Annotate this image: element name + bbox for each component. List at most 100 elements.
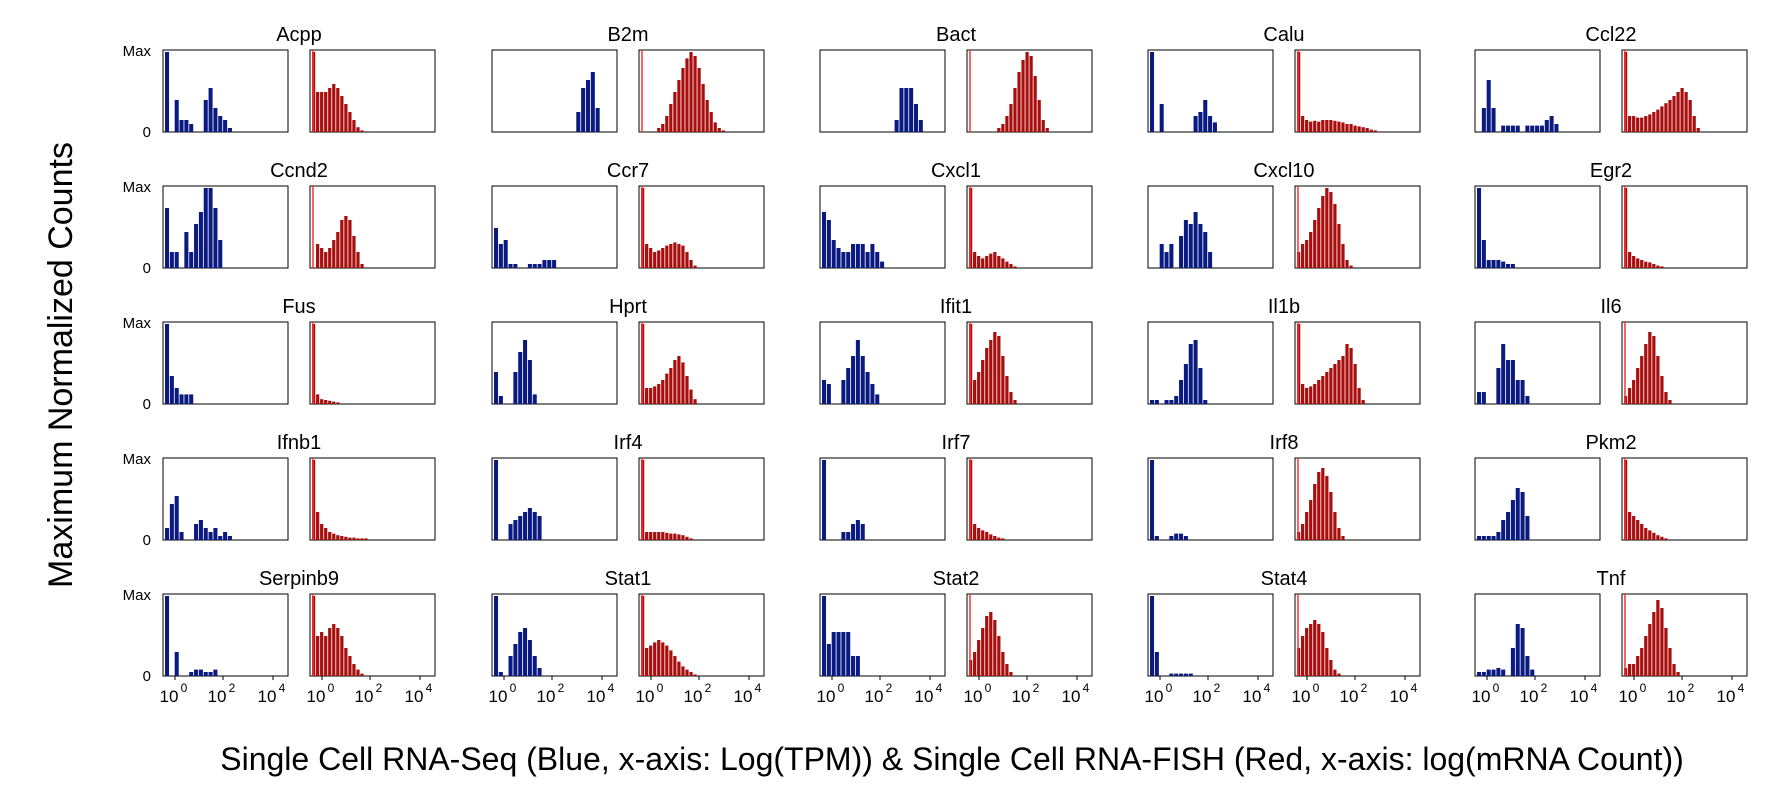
fish-hist-stat1-bar <box>665 645 669 676</box>
seq-hist-b2m-bar <box>590 72 595 132</box>
seq-hist-serpinb9-bar <box>194 669 199 676</box>
fish-hist-cxcl1-bar <box>989 253 993 268</box>
seq-hist-serpinb9-bar <box>213 669 218 676</box>
fish-hist-stat1-bar <box>693 674 697 676</box>
fish-hist-ccr7-bar <box>653 252 657 268</box>
seq-hist-calu-bar <box>1208 116 1213 132</box>
fish-hist-fus-bar <box>328 400 332 404</box>
panel-title-ccr7: Ccr7 <box>607 160 649 182</box>
seq-hist-stat4-bar <box>1183 673 1188 676</box>
seq-hist-tnf-bar <box>1481 672 1486 676</box>
seq-hist-ccnd2-bar <box>174 252 179 268</box>
x-tick-label: 10 <box>964 687 983 706</box>
fish-hist-il1b-bar <box>1301 384 1305 404</box>
fish-hist-fus-bar <box>332 401 336 404</box>
fish-hist-bact-bar <box>1001 124 1005 132</box>
x-tick-label: 10 <box>1292 687 1311 706</box>
seq-hist-b2m-bar <box>595 108 600 132</box>
x-tick-exponent: 2 <box>1688 681 1695 695</box>
x-tick-label: 10 <box>1243 687 1262 706</box>
fish-hist-calu-bar <box>1373 130 1377 132</box>
seq-hist-ifit1-bar <box>855 340 860 404</box>
fish-hist-ifnb1-bar <box>320 524 324 540</box>
fish-hist-hprt-bar <box>689 389 693 404</box>
x-tick-exponent: 4 <box>936 681 943 695</box>
seq-hist-stat4-frame <box>1147 593 1274 677</box>
fish-hist-irf8-bar <box>1313 484 1317 540</box>
seq-hist-ifit1-bar <box>826 384 831 404</box>
y-tick-max: Max <box>123 43 152 60</box>
panel-title-stat1: Stat1 <box>605 568 652 590</box>
seq-hist-stat1-bar <box>498 672 503 676</box>
seq-hist-ifit1-bar <box>865 372 870 404</box>
fish-hist-serpinb9-bar <box>324 636 328 676</box>
panel-title-serpinb9: Serpinb9 <box>259 568 339 590</box>
seq-hist-pkm2-bar <box>1506 512 1511 540</box>
seq-hist-tnf-bar <box>1501 669 1506 676</box>
fish-hist-ccnd2-bar <box>332 240 336 268</box>
fish-hist-ccr7-bar <box>665 245 669 268</box>
fish-hist-tnf-bar <box>1672 664 1676 676</box>
x-tick-exponent: 4 <box>755 681 762 695</box>
fish-hist-stat4-bar <box>1325 648 1329 676</box>
fish-hist-ccl22-bar <box>1636 117 1640 132</box>
fish-hist-acpp-bar <box>324 92 328 132</box>
fish-hist-b2m-bar <box>685 58 689 132</box>
seq-hist-calu-bar <box>1193 116 1198 132</box>
fish-hist-calu-bar <box>1357 126 1361 132</box>
fish-hist-irf4-bar <box>653 532 657 540</box>
fish-hist-ccl22-bar <box>1648 114 1652 132</box>
seq-hist-ccl22-bar <box>1539 125 1544 132</box>
fish-hist-serpinb9-bar <box>336 628 340 676</box>
seq-hist-ccr7-bar <box>537 264 542 268</box>
seq-hist-ifit1-bar <box>841 380 846 404</box>
y-tick-zero: 0 <box>143 668 151 685</box>
seq-hist-calu-bar <box>1150 52 1155 132</box>
fish-hist-ccl22-bar <box>1656 109 1660 132</box>
fish-hist-bact-bar <box>1045 128 1049 132</box>
fish-hist-egr2-bar <box>1632 256 1636 268</box>
fish-hist-acpp-bar <box>332 84 336 132</box>
seq-hist-ifnb1-bar <box>174 496 179 540</box>
x-tick-exponent: 0 <box>985 681 992 695</box>
fish-hist-cxcl10-bar <box>1305 240 1309 268</box>
fish-hist-irf8-bar <box>1305 512 1309 540</box>
fish-hist-hprt-bar <box>653 386 657 404</box>
fish-hist-il1b-bar <box>1341 356 1345 404</box>
fish-hist-irf4-bar <box>673 533 677 540</box>
fish-hist-tnf-bar <box>1676 672 1680 676</box>
seq-hist-il6-bar <box>1525 396 1530 404</box>
fish-hist-b2m-bar <box>705 100 709 132</box>
fish-hist-irf8-bar <box>1341 536 1345 540</box>
fish-hist-stat1-bar <box>669 650 673 676</box>
fish-hist-acpp-bar <box>352 120 356 132</box>
fish-hist-b2m-bar <box>665 116 669 132</box>
fish-hist-ccnd2-bar <box>336 232 340 268</box>
seq-hist-irf4-bar <box>523 512 528 540</box>
panel-title-il1b: Il1b <box>1268 296 1300 318</box>
fish-hist-irf8-bar <box>1317 472 1321 540</box>
seq-hist-irf7-bar <box>822 460 827 540</box>
x-tick-exponent: 2 <box>1541 681 1548 695</box>
fish-hist-stat2-bar <box>989 612 993 676</box>
seq-hist-il1b-bar <box>1154 400 1159 404</box>
seq-hist-tnf-bar <box>1525 656 1530 676</box>
fish-hist-il6-bar <box>1640 356 1644 404</box>
seq-hist-stat1-bar <box>518 632 523 676</box>
seq-hist-cxcl1-bar <box>860 244 865 268</box>
x-tick-label: 10 <box>1667 687 1686 706</box>
fish-hist-ccl22-bar <box>1676 92 1680 132</box>
seq-hist-irf8-bar <box>1150 460 1155 540</box>
fish-hist-calu-bar <box>1313 120 1317 132</box>
seq-hist-ccnd2-bar <box>208 188 213 268</box>
fish-hist-hprt-bar <box>681 362 685 404</box>
seq-hist-stat1-bar <box>532 656 537 676</box>
fish-hist-ccl22-bar <box>1664 103 1668 132</box>
fish-hist-il1b-bar <box>1305 388 1309 404</box>
seq-hist-stat2-bar <box>836 632 841 676</box>
x-tick-label: 10 <box>489 687 508 706</box>
fish-hist-ifnb1-bar <box>360 538 364 540</box>
fish-hist-ifit1-bar <box>977 372 981 404</box>
seq-hist-stat4-bar <box>1174 673 1179 676</box>
